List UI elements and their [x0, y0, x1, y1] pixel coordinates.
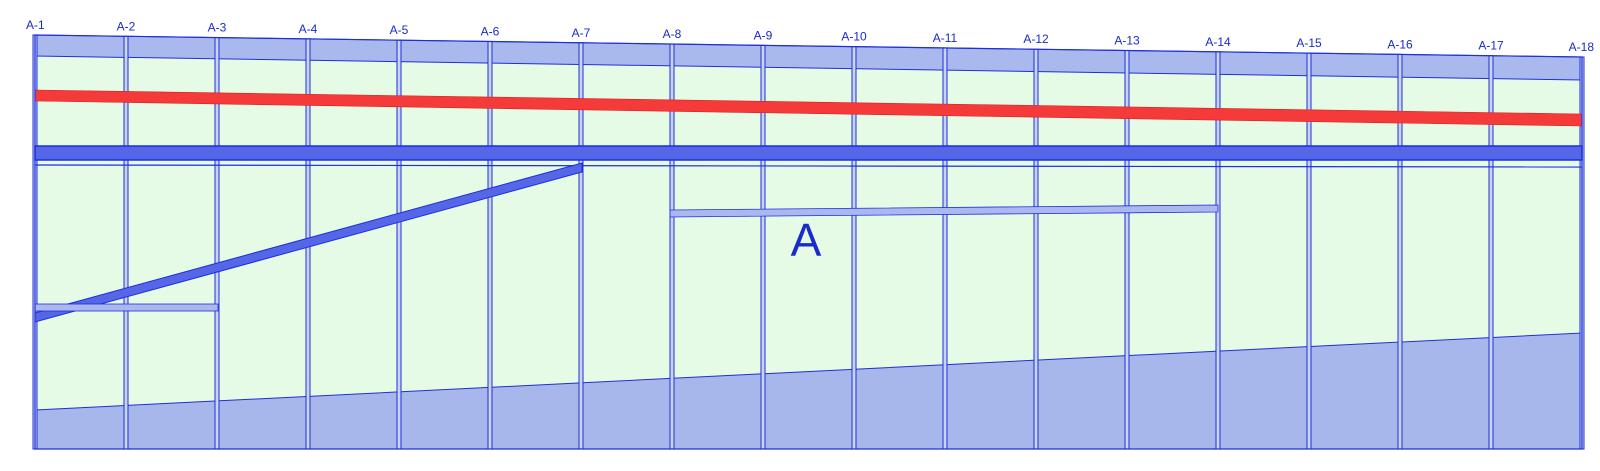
axis-label-a-5: A-5	[390, 23, 409, 37]
axis-label-a-18: A-18	[1569, 40, 1595, 54]
zone-label: A	[791, 214, 822, 266]
wall-outline	[34, 34, 1583, 450]
axis-label-a-10: A-10	[841, 30, 867, 44]
short-horizontal-member	[34, 303, 219, 312]
axis-label-a-6: A-6	[481, 24, 500, 38]
axis-label-a-14: A-14	[1205, 35, 1231, 49]
wall-panel	[35, 35, 1582, 449]
axis-label-a-11: A-11	[933, 31, 958, 45]
axis-label-a-3: A-3	[208, 21, 227, 35]
axis-label-a-15: A-15	[1296, 36, 1322, 50]
axis-label-a-17: A-17	[1478, 39, 1504, 53]
axis-label-a-1: A-1	[26, 18, 45, 32]
axis-label-a-8: A-8	[663, 27, 682, 41]
axis-label-a-12: A-12	[1023, 32, 1049, 46]
axis-label-a-2: A-2	[117, 19, 136, 33]
axis-label-a-13: A-13	[1114, 34, 1140, 48]
axis-label-a-7: A-7	[572, 26, 591, 40]
horizontal-beam-lower-edge	[34, 164, 1583, 168]
axis-label-a-9: A-9	[754, 28, 773, 42]
horizontal-beam	[34, 145, 1583, 161]
axis-label-group: A-1 A-2 A-3 A-4 A-5 A-6 A-7 A-8 A-9 A-10 A-11 A-12 A…	[26, 18, 1594, 54]
mid-horizontal-member	[669, 204, 1219, 218]
axis-label-a-16: A-16	[1387, 37, 1413, 51]
axis-label-a-4: A-4	[299, 22, 318, 36]
